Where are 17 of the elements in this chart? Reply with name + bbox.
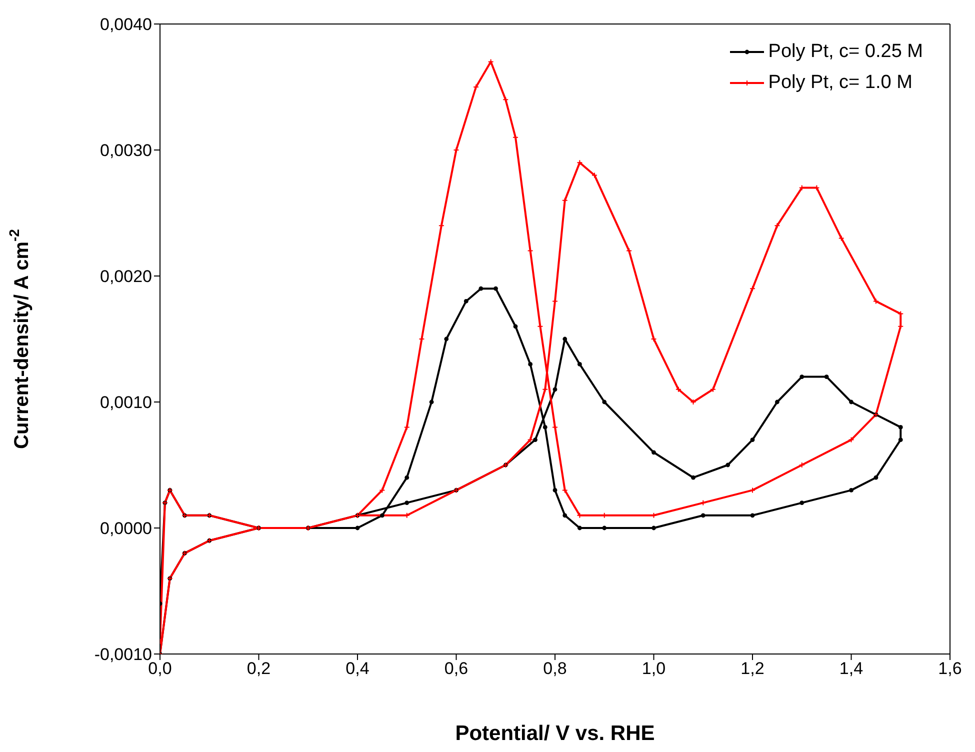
legend-label: Poly Pt, c= 1.0 M xyxy=(768,71,912,95)
y-tick-label: 0,0020 xyxy=(100,267,152,286)
x-tick-label: 0,0 xyxy=(148,659,172,678)
x-tick-label: 0,8 xyxy=(543,659,567,678)
y-tick-label: 0,0030 xyxy=(100,141,152,160)
x-tick-label: 1,2 xyxy=(740,659,764,678)
x-tick-label: 1,4 xyxy=(839,659,864,678)
x-tick-label: 0,6 xyxy=(444,659,468,678)
x-tick-label: 1,0 xyxy=(642,659,666,678)
legend-label: Poly Pt, c= 0.25 M xyxy=(768,40,923,64)
x-tick-label: 0,2 xyxy=(246,659,271,678)
y-tick-label: 0,0010 xyxy=(100,393,152,412)
x-tick-label: 1,6 xyxy=(938,659,962,678)
x-tick-label: 0,4 xyxy=(346,659,370,678)
y-tick-label: 0,0040 xyxy=(100,15,152,34)
x-axis-title: Potential/ V vs. RHE xyxy=(455,722,655,745)
y-tick-label: 0,0000 xyxy=(100,519,152,538)
